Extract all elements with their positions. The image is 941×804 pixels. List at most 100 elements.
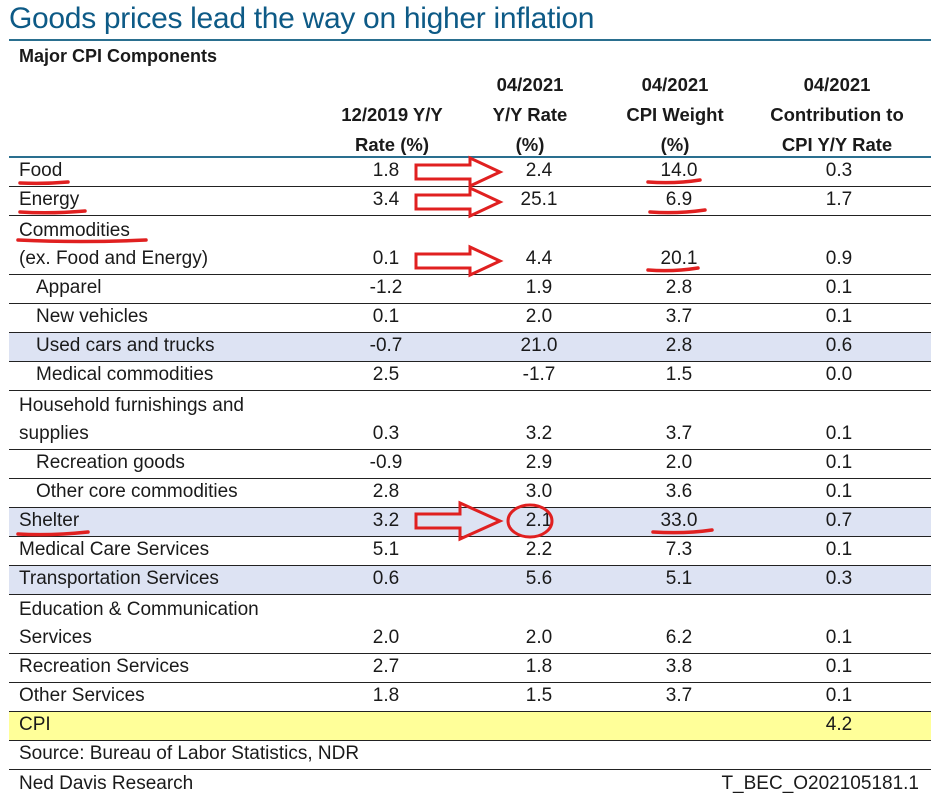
cell-2019-rate: -1.2 <box>369 277 403 298</box>
row-label: (ex. Food and Energy) <box>19 248 209 269</box>
table-row: Commodities (ex. Food and Energy) 0.1 4.4 20… <box>9 216 931 275</box>
cell-2019-rate: -0.7 <box>369 335 403 356</box>
table-row: Used cars and trucks -0.7 21.0 2.8 0.6 <box>9 333 931 362</box>
row-label: Food <box>19 160 63 181</box>
cell-2019-rate: 0.3 <box>372 423 400 444</box>
cell-cpi-weight: 2.0 <box>665 452 693 473</box>
column-header-contribution: 04/2021 Contribution to CPI Y/Y Rate <box>770 74 904 155</box>
cell-contribution: 0.1 <box>825 685 853 706</box>
cell-2019-rate: 2.8 <box>372 481 400 502</box>
cell-2021-rate: 1.9 <box>525 277 553 298</box>
row-label: Medical commodities <box>36 364 214 385</box>
cell-contribution: 0.1 <box>825 539 853 560</box>
source-row: Source: Bureau of Labor Statistics, NDR <box>9 741 931 770</box>
row-label-line1: Household furnishings and <box>19 395 244 416</box>
cell-contribution: 0.1 <box>825 627 853 648</box>
cell-2019-rate: 0.1 <box>372 306 400 327</box>
cell-2021-rate: 1.5 <box>525 685 553 706</box>
cell-contribution: 1.7 <box>825 189 853 210</box>
cell-2019-rate: 2.7 <box>372 656 400 677</box>
source-note: Source: Bureau of Labor Statistics, NDR <box>19 743 360 764</box>
table-row: Transportation Services 0.6 5.6 5.1 0.3 <box>9 566 931 595</box>
cell-2021-rate: 2.1 <box>525 510 553 531</box>
cell-2019-rate: 0.1 <box>372 248 400 269</box>
cell-contribution: 0.1 <box>825 452 853 473</box>
cell-cpi-weight: 3.7 <box>665 685 693 706</box>
cell-cpi-weight: 14.0 <box>660 160 698 181</box>
row-label-line1: Commodities <box>19 220 130 241</box>
cell-cpi-weight: 6.9 <box>665 189 693 210</box>
table-row: Other core commodities 2.8 3.0 3.6 0.1 <box>9 479 931 508</box>
cell-contribution: 0.1 <box>825 656 853 677</box>
row-label: Services <box>19 627 92 648</box>
row-label: Apparel <box>36 277 102 298</box>
cpi-components-table: Food 1.8 2.4 14.0 0.3 Energy 3.4 25.1 6.9 1.7 Comm… <box>9 158 931 799</box>
cell-2021-rate: 3.2 <box>525 423 553 444</box>
table-row-total: CPI 4.2 <box>9 712 931 741</box>
row-label: Other Services <box>19 685 145 706</box>
publisher-name: Ned Davis Research <box>19 773 194 794</box>
table-row: Energy 3.4 25.1 6.9 1.7 <box>9 187 931 216</box>
cell-2021-rate: 5.6 <box>525 568 553 589</box>
publisher-row: Ned Davis Research T_BEC_O202105181.1 <box>9 770 931 799</box>
row-label: Medical Care Services <box>19 539 210 560</box>
row-label: Energy <box>19 189 80 210</box>
cell-2019-rate: 1.8 <box>372 685 400 706</box>
cell-2019-rate: 3.4 <box>372 189 400 210</box>
cell-cpi-weight: 3.8 <box>665 656 693 677</box>
cell-2021-rate: 25.1 <box>520 189 558 210</box>
cell-2019-rate: 2.0 <box>372 627 400 648</box>
cell-cpi-weight: 5.1 <box>665 568 693 589</box>
row-label: Transportation Services <box>19 568 219 589</box>
row-label: New vehicles <box>36 306 148 327</box>
cell-contribution: 0.1 <box>825 277 853 298</box>
row-label: Recreation goods <box>36 452 185 473</box>
cell-contribution: 4.2 <box>825 714 853 735</box>
cell-2021-rate: 4.4 <box>525 248 553 269</box>
cell-contribution: 0.1 <box>825 306 853 327</box>
table-row: Medical Care Services 5.1 2.2 7.3 0.1 <box>9 537 931 566</box>
cell-contribution: 0.9 <box>825 248 853 269</box>
row-label: Used cars and trucks <box>36 335 215 356</box>
table-row: Education & Communication Services 2.0 2.0 6… <box>9 595 931 654</box>
page-title: Goods prices lead the way on higher infl… <box>9 2 595 35</box>
title-divider <box>9 39 931 41</box>
cell-2021-rate: 2.2 <box>525 539 553 560</box>
table-row: Apparel -1.2 1.9 2.8 0.1 <box>9 275 931 304</box>
row-label: supplies <box>19 423 89 444</box>
cell-cpi-weight: 3.7 <box>665 423 693 444</box>
cell-cpi-weight: 20.1 <box>660 248 698 269</box>
cell-2019-rate: 0.6 <box>372 568 400 589</box>
cell-cpi-weight: 2.8 <box>665 335 693 356</box>
cell-2021-rate: 1.8 <box>525 656 553 677</box>
cell-cpi-weight: 33.0 <box>660 510 698 531</box>
cell-2021-rate: 2.0 <box>525 306 553 327</box>
cell-contribution: 0.1 <box>825 481 853 502</box>
table-row: Food 1.8 2.4 14.0 0.3 <box>9 158 931 187</box>
table-row: Medical commodities 2.5 -1.7 1.5 0.0 <box>9 362 931 391</box>
column-header-cpi-weight: 04/2021 CPI Weight (%) <box>626 74 724 155</box>
cell-2021-rate: -1.7 <box>522 364 556 385</box>
cell-2021-rate: 21.0 <box>520 335 558 356</box>
chart-code: T_BEC_O202105181.1 <box>721 773 919 794</box>
row-label: Shelter <box>19 510 80 531</box>
cell-2019-rate: 3.2 <box>372 510 400 531</box>
cell-2021-rate: 2.9 <box>525 452 553 473</box>
cell-contribution: 0.6 <box>825 335 853 356</box>
cell-cpi-weight: 3.6 <box>665 481 693 502</box>
cell-contribution: 0.3 <box>825 160 853 181</box>
row-label-line1: Education & Communication <box>19 599 259 620</box>
cell-2021-rate: 2.0 <box>525 627 553 648</box>
cell-cpi-weight: 2.8 <box>665 277 693 298</box>
cell-cpi-weight: 3.7 <box>665 306 693 327</box>
cell-contribution: 0.7 <box>825 510 853 531</box>
table-row: Recreation goods -0.9 2.9 2.0 0.1 <box>9 450 931 479</box>
row-label: Recreation Services <box>19 656 190 677</box>
cell-contribution: 0.1 <box>825 423 853 444</box>
column-header-2021-rate: 04/2021 Y/Y Rate (%) <box>492 74 568 155</box>
row-label: CPI <box>19 714 51 735</box>
row-label: Other core commodities <box>36 481 238 502</box>
cell-2021-rate: 3.0 <box>525 481 553 502</box>
table-row: Recreation Services 2.7 1.8 3.8 0.1 <box>9 654 931 683</box>
table-row: Household furnishings and supplies 0.3 3.2 3… <box>9 391 931 450</box>
